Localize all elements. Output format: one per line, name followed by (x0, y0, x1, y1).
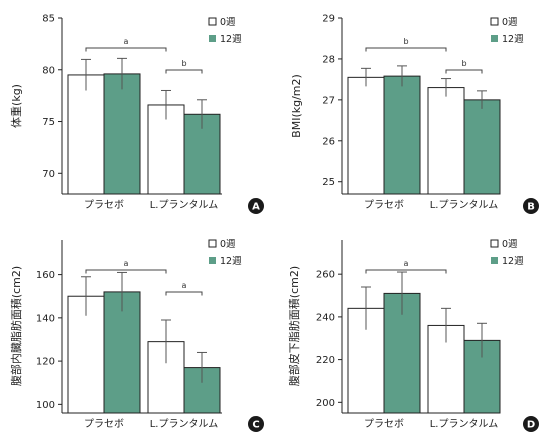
category-label-C-0: プラセボ (84, 418, 124, 430)
bar-B-1-1 (463, 99, 501, 195)
significance-label-C-1: a (182, 281, 187, 290)
y-tick-label-A-3: 85 (42, 14, 55, 25)
y-tick-label-C-3: 160 (36, 270, 55, 281)
legend-swatch-week12-A (209, 35, 216, 42)
y-tick-label-C-2: 140 (36, 313, 55, 324)
significance-bracket-B-0 (365, 47, 447, 52)
legend-swatch-week12-C (209, 257, 216, 264)
chart-panel-D: 200 220 240 260 腹部皮下脂肪面積(cm2) プラセボ L.プランタルム a 0週… (287, 238, 539, 432)
panel-badge-C (248, 416, 264, 432)
y-tick-label-C-1: 120 (36, 357, 55, 368)
significance-bracket-A-1 (165, 69, 203, 74)
legend-swatch-week0-D (490, 239, 499, 248)
category-label-A-0: プラセボ (84, 199, 124, 211)
legend-swatch-week12-D (491, 257, 498, 264)
bar-A-0-1 (103, 73, 141, 195)
significance-label-B-1: b (461, 59, 466, 68)
panel-badge-A (248, 198, 264, 214)
significance-label-C-0: a (124, 259, 129, 268)
y-tick-label-B-3: 28 (322, 54, 335, 65)
y-tick-label-B-4: 29 (322, 14, 335, 25)
y-tick-label-D-3: 260 (316, 270, 335, 281)
significance-label-B-0: b (403, 37, 408, 46)
y-axis-label-B: BMI(kg/m2) (290, 74, 303, 138)
y-tick-label-D-0: 200 (316, 398, 335, 409)
legend-swatch-week0-A (208, 17, 217, 26)
chart-panel-C: 100 120 140 160 腹部内臓脂肪面積(cm2) プラセボ L.プランタルム a a 0… (9, 238, 264, 432)
panel-badge-label-B: B (527, 202, 535, 213)
significance-bracket-A-0 (85, 47, 167, 52)
bar-B-0-1 (383, 75, 421, 195)
legend-label-week0-B: 0週 (502, 16, 518, 28)
significance-label-D-0: a (404, 259, 409, 268)
legend-label-week12-B: 12週 (502, 33, 524, 45)
legend-label-week0-C: 0週 (220, 238, 236, 250)
y-tick-label-D-1: 220 (316, 355, 335, 366)
legend-label-week0-A: 0週 (220, 16, 236, 28)
panel-badge-label-D: D (527, 420, 535, 431)
significance-bracket-C-1 (165, 291, 203, 296)
significance-bracket-D-0 (365, 269, 447, 274)
category-label-D-1: L.プランタルム (430, 418, 499, 430)
legend-label-week0-D: 0週 (502, 238, 518, 250)
y-tick-label-C-0: 100 (36, 400, 55, 411)
bar-B-0-0 (347, 76, 385, 195)
legend-swatch-week0-C (208, 239, 217, 248)
bar-B-1-0 (427, 87, 465, 195)
y-axis-label-A: 体重(kg) (9, 84, 23, 128)
y-axis-label-C: 腹部内臓脂肪面積(cm2) (9, 266, 23, 386)
y-tick-label-D-2: 240 (316, 312, 335, 323)
legend-label-week12-D: 12週 (502, 255, 524, 267)
y-tick-label-B-1: 26 (322, 136, 335, 147)
panel-badge-D (523, 416, 539, 432)
panel-badge-label-C: C (252, 420, 259, 431)
category-label-D-0: プラセボ (364, 418, 404, 430)
significance-bracket-C-0 (85, 269, 167, 274)
legend-swatch-week0-B (490, 17, 499, 26)
panel-badge-label-A: A (252, 202, 260, 213)
legend-label-week12-A: 12週 (220, 33, 242, 45)
y-tick-label-A-2: 80 (42, 65, 55, 76)
y-tick-label-B-2: 27 (322, 95, 335, 106)
category-label-B-0: プラセボ (364, 199, 404, 211)
significance-label-A-1: b (181, 59, 186, 68)
bar-C-0-1 (103, 291, 141, 414)
category-label-C-1: L.プランタルム (150, 418, 219, 430)
significance-label-A-0: a (124, 37, 129, 46)
significance-bracket-B-1 (445, 69, 483, 74)
bar-A-0-0 (67, 74, 105, 195)
category-label-B-1: L.プランタルム (430, 199, 499, 211)
panel-badge-B (523, 198, 539, 214)
legend-swatch-week12-B (491, 35, 498, 42)
y-axis-label-D: 腹部皮下脂肪面積(cm2) (287, 266, 301, 386)
y-tick-label-A-1: 75 (42, 117, 55, 128)
legend-label-week12-C: 12週 (220, 255, 242, 267)
category-label-A-1: L.プランタルム (150, 199, 219, 211)
y-tick-label-A-0: 70 (42, 169, 55, 180)
y-tick-label-B-0: 25 (322, 177, 335, 188)
